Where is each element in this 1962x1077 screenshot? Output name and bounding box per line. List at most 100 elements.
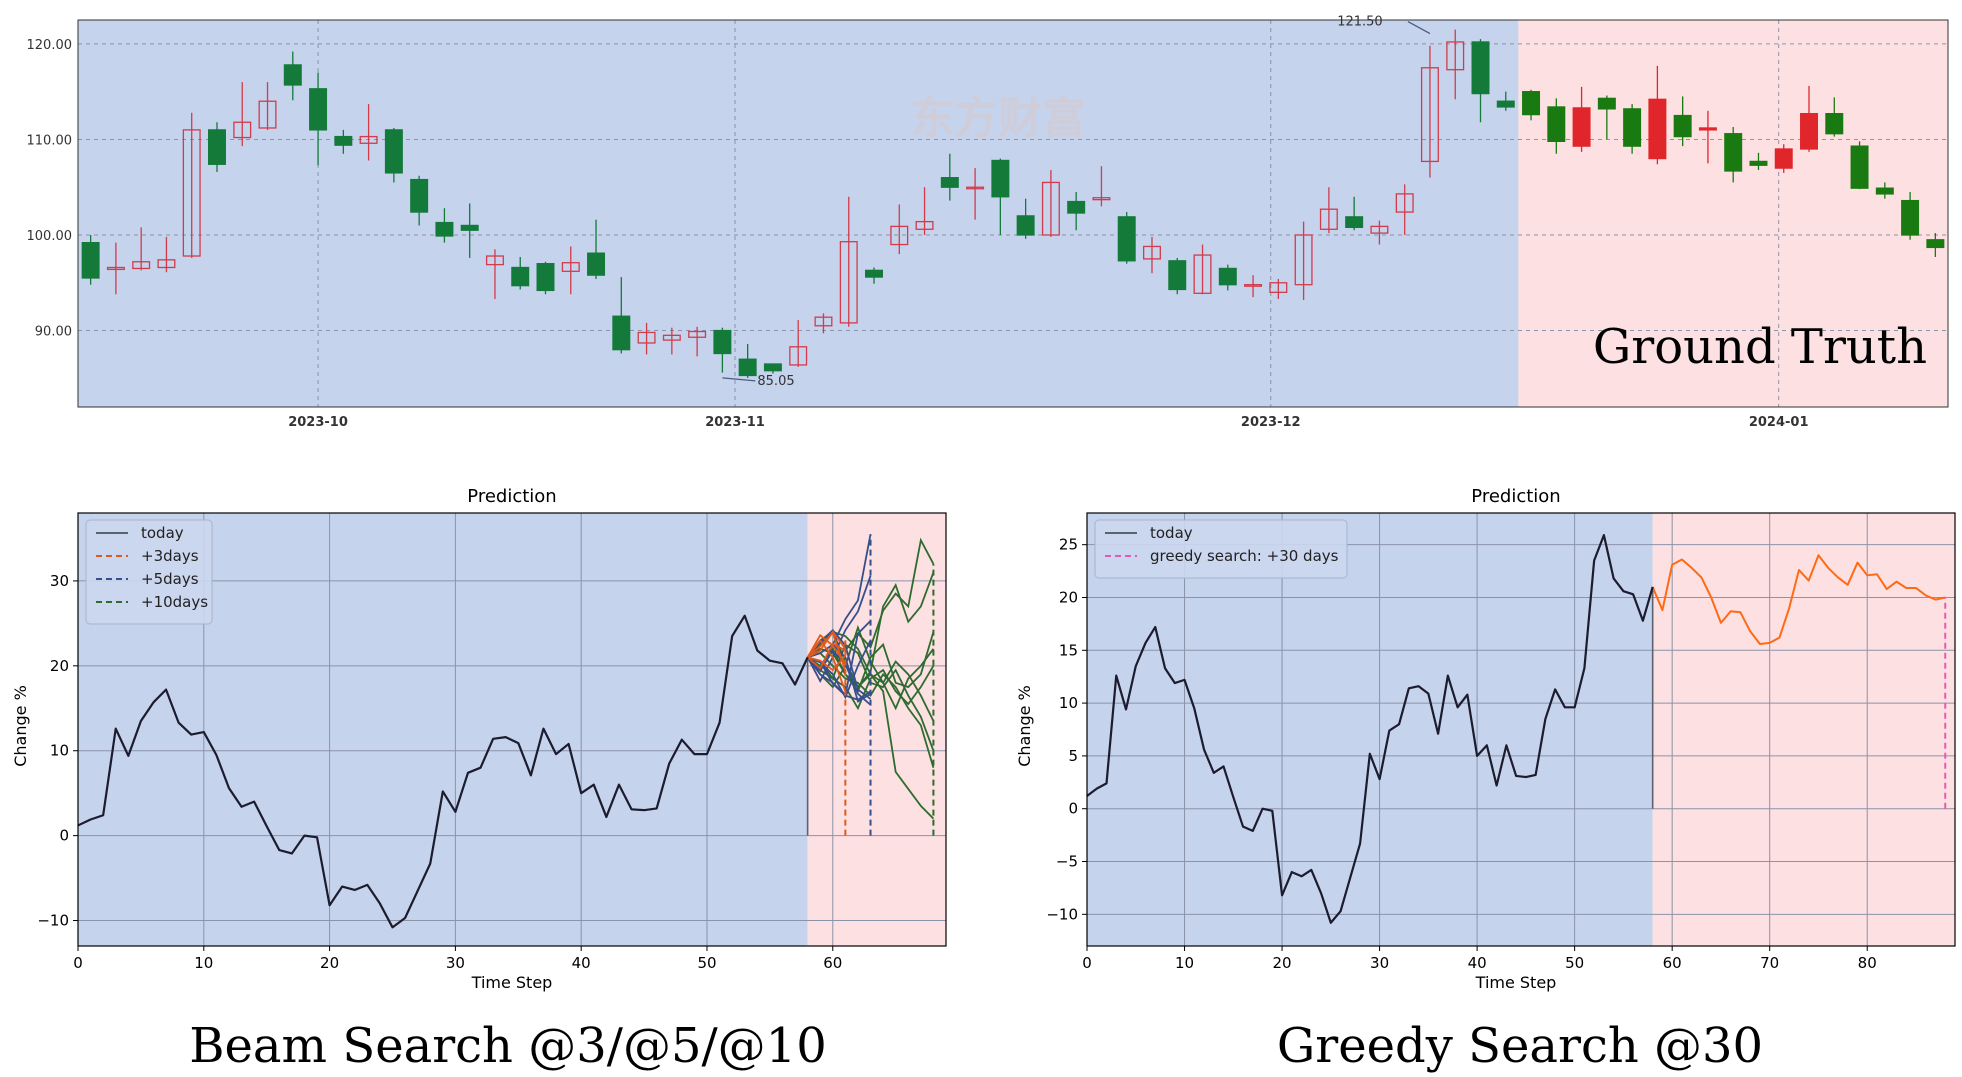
x-tick-label: 50	[1565, 954, 1584, 972]
candle	[1648, 65, 1667, 165]
greedy-panel-title: Prediction	[1471, 486, 1560, 507]
greedy-ylabel: Change %	[1015, 685, 1034, 767]
candle	[940, 153, 959, 201]
ground-truth-caption: Ground Truth	[1593, 319, 1927, 375]
history-line	[1086, 534, 1654, 924]
candle	[1875, 182, 1894, 199]
pred5-series	[806, 649, 872, 706]
y-tick-label: 25	[1059, 536, 1078, 554]
candle	[713, 327, 732, 373]
annotation-label: 85.05	[757, 374, 794, 389]
candle	[662, 327, 681, 355]
annotation-arrow	[1407, 20, 1431, 35]
date-tick-label: 2024-01	[1749, 415, 1809, 430]
candlestick-frame	[77, 19, 1949, 408]
candle	[1901, 192, 1920, 240]
date-tick-label: 2023-11	[705, 415, 765, 430]
candle	[460, 203, 479, 258]
candle	[915, 187, 934, 235]
legend-label: greedy search: +30 days	[1150, 547, 1339, 565]
y-tick-label: 20	[50, 657, 69, 675]
candle	[1446, 29, 1465, 100]
x-tick-label: 20	[320, 954, 339, 972]
candle	[1698, 110, 1717, 164]
candle	[1522, 89, 1541, 121]
candle	[637, 322, 656, 355]
candle	[485, 249, 504, 300]
plot-frame	[77, 512, 947, 947]
x-tick-label: 30	[1370, 954, 1389, 972]
x-tick-label: 0	[73, 954, 83, 972]
y-tick-label: 30	[50, 572, 69, 590]
greedy-legend: today greedy search: +30 days	[1094, 519, 1348, 579]
candle	[1294, 221, 1313, 300]
legend-box	[85, 519, 213, 625]
y-tick-label: 20	[1059, 588, 1078, 606]
x-tick-label: 50	[697, 954, 716, 972]
candle	[309, 72, 328, 166]
candle	[1117, 212, 1136, 264]
x-tick-label: 20	[1273, 954, 1292, 972]
candle	[1269, 278, 1288, 300]
candle	[1623, 104, 1642, 154]
candle	[561, 246, 580, 295]
x-tick-label: 40	[1468, 954, 1487, 972]
x-tick-label: 80	[1858, 954, 1877, 972]
beam-caption: Beam Search @3/@5/@10	[189, 1018, 826, 1074]
candle	[1572, 86, 1591, 152]
candle	[1420, 45, 1439, 178]
candle	[612, 277, 631, 354]
beam-ylabel: Change %	[11, 685, 30, 767]
y-tick-label: 10	[50, 742, 69, 760]
candle	[334, 129, 353, 154]
beam-search-panel: 0 10 20 30 40 50 60 −10 0 10 20 30 Prediction Time …	[11, 486, 947, 1074]
y-tick-label: 5	[1068, 747, 1078, 765]
plot-frame	[1086, 512, 1956, 947]
candle	[233, 82, 252, 147]
watermark: 东方财富	[910, 93, 1086, 144]
pred3-series	[807, 630, 847, 672]
candle	[1345, 196, 1364, 231]
candle	[814, 313, 833, 334]
candle	[789, 320, 808, 367]
legend-label: +5days	[141, 570, 199, 588]
candle	[1471, 39, 1490, 123]
x-tick-label: 60	[1663, 954, 1682, 972]
candle	[1142, 236, 1161, 274]
pred3-series	[806, 638, 847, 692]
candle	[1092, 166, 1111, 207]
y-tick-label: −5	[1056, 853, 1078, 871]
candle	[132, 227, 151, 271]
candle	[865, 267, 884, 284]
candle	[1597, 95, 1616, 140]
candlestick-panel: 东方财富 121.50 85.05 90.00 100.00 110.00 120.00…	[27, 15, 1949, 430]
candle	[1547, 98, 1566, 154]
y-tick-label: 0	[59, 827, 69, 845]
date-tick-label: 2023-10	[288, 415, 348, 430]
pred5-series	[806, 620, 872, 697]
history-background	[1087, 513, 1653, 946]
greedy-xlabel: Time Step	[1475, 973, 1557, 992]
candle	[536, 261, 555, 295]
candle	[258, 82, 277, 130]
candle	[966, 168, 985, 220]
candle	[1825, 97, 1844, 137]
candle	[1395, 184, 1414, 235]
candle	[1193, 244, 1212, 295]
candle	[511, 256, 530, 290]
candle	[1168, 257, 1187, 295]
candle	[1244, 275, 1263, 298]
candle	[1800, 85, 1819, 152]
x-tick-label: 30	[446, 954, 465, 972]
date-tick-labels: 2023-10 2023-11 2023-12 2024-01	[288, 415, 1808, 430]
candle	[839, 196, 858, 327]
price-tick-label: 100.00	[27, 229, 73, 244]
candle	[157, 236, 176, 273]
price-tick-labels: 90.00 100.00 110.00 120.00	[27, 38, 73, 340]
y-tick-label: −10	[1046, 905, 1078, 923]
candle	[81, 235, 100, 285]
price-tick-label: 110.00	[27, 133, 73, 148]
candle	[1774, 144, 1793, 173]
x-tick-label: 40	[572, 954, 591, 972]
greedy-caption: Greedy Search @30	[1277, 1018, 1763, 1074]
